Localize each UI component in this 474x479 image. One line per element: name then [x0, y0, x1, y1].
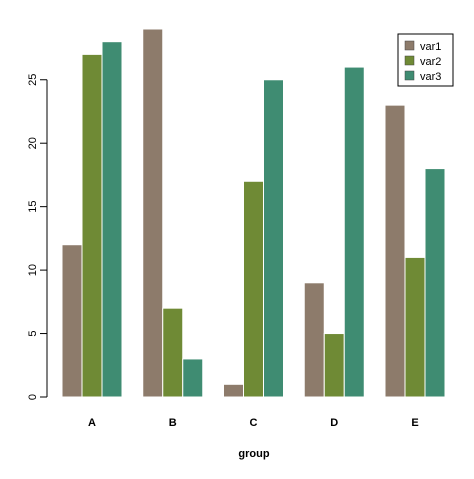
bar-E-var3	[424, 168, 446, 398]
x-tick-label-C: C	[250, 417, 258, 429]
bar-B-var2	[162, 307, 184, 398]
bar-C-var1	[223, 383, 244, 398]
bars-group	[61, 28, 446, 398]
y-axis: 0 5 10 15 20 25	[27, 74, 48, 400]
bar-C-var2	[243, 180, 264, 398]
y-tick-label: 15	[27, 201, 39, 213]
legend-swatch-var3	[404, 70, 415, 81]
bar-D-var3	[343, 66, 365, 398]
bar-A-var2	[81, 53, 103, 398]
y-tick-label: 5	[27, 330, 39, 336]
y-tick-label: 0	[27, 394, 39, 400]
y-tick-label: 25	[27, 74, 39, 86]
bar-D-var1	[303, 282, 325, 398]
bar-A-var1	[61, 244, 83, 398]
bar-D-var2	[323, 333, 345, 398]
legend-label-var2: var2	[420, 56, 441, 68]
legend-swatch-var1	[404, 40, 415, 51]
bar-A-var3	[101, 41, 123, 398]
bar-C-var3	[263, 79, 284, 398]
legend-label-var1: var1	[420, 41, 441, 53]
bar-B-var1	[142, 28, 164, 398]
bar-E-var2	[404, 256, 426, 398]
x-tick-label-A: A	[88, 417, 96, 429]
legend-label-var3: var3	[420, 71, 441, 83]
legend: var1 var2 var3	[397, 33, 454, 87]
x-tick-label-D: D	[330, 417, 338, 429]
x-tick-label-B: B	[169, 417, 177, 429]
y-tick-label: 20	[27, 137, 39, 149]
bar-B-var3	[182, 358, 204, 398]
x-tick-label-E: E	[411, 417, 418, 429]
bar-E-var1	[384, 104, 406, 398]
x-axis-title: group	[238, 448, 269, 460]
x-tick-labels: A B C D E	[88, 417, 419, 429]
y-tick-label: 10	[27, 264, 39, 276]
legend-swatch-var2	[404, 55, 415, 66]
